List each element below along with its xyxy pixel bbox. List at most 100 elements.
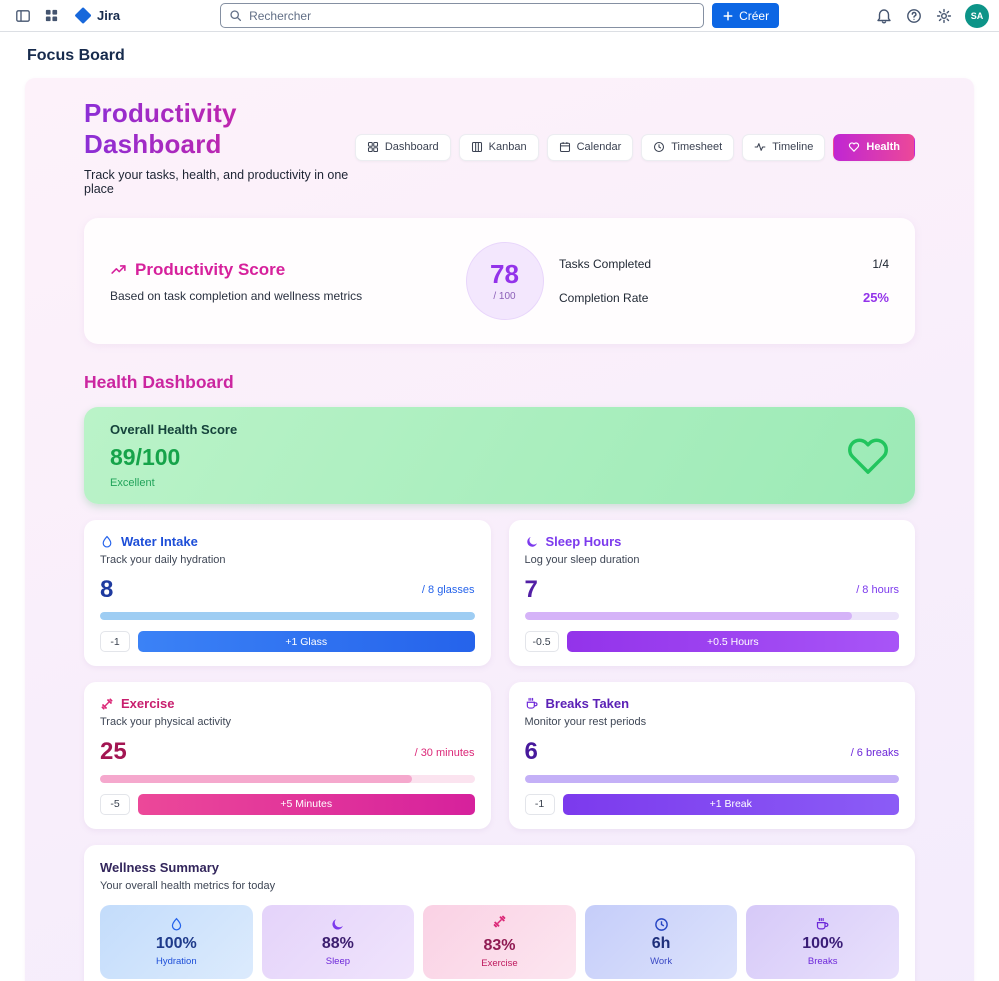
exercise-decrement-button[interactable]: -5 — [100, 793, 130, 815]
metric-target: / 8 glasses — [421, 584, 475, 597]
coffee-icon — [817, 917, 829, 930]
sidebar-toggle-icon — [16, 9, 30, 22]
score-title: Productivity Score — [135, 259, 286, 279]
grid-icon — [367, 141, 378, 153]
tile-exercise: 83% Exercise — [423, 904, 576, 979]
plus-icon — [723, 11, 733, 20]
health-section-title: Health Dashboard — [84, 372, 234, 392]
tab-kanban[interactable]: Kanban — [458, 133, 539, 161]
breaks-decrement-button[interactable]: -1 — [524, 793, 555, 815]
avatar-initials: SA — [970, 10, 984, 21]
notifications-button[interactable] — [871, 3, 897, 29]
tile-label: Work — [650, 955, 673, 967]
score-circle: 78 / 100 — [465, 242, 544, 320]
tile-value: 88% — [321, 934, 354, 952]
app-switcher-button[interactable] — [38, 3, 64, 29]
page-title: Focus Board — [27, 47, 125, 64]
tab-dashboard[interactable]: Dashboard — [354, 133, 451, 161]
metric-target: / 6 breaks — [850, 746, 899, 759]
settings-button[interactable] — [931, 3, 957, 29]
search-input[interactable] — [220, 3, 705, 28]
breaks-increment-button[interactable]: +1 Break — [562, 793, 899, 815]
metric-title: Water Intake — [121, 534, 198, 549]
breaks-taken-card: Breaks Taken Monitor your rest periods 6… — [508, 682, 915, 829]
create-button-label: Créer — [739, 8, 770, 23]
metric-title: Breaks Taken — [545, 696, 630, 712]
coffee-icon — [526, 697, 537, 709]
dashboard-header: Productivity Dashboard Track your tasks,… — [84, 98, 915, 196]
tile-label: Hydration — [155, 955, 197, 967]
metric-subtitle: Log your sleep duration — [524, 554, 640, 566]
view-tabs: Dashboard Kanban Calendar Timesheet Time… — [354, 133, 915, 161]
sleep-hours-card: Sleep Hours Log your sleep duration 7 / … — [508, 520, 915, 667]
water-decrement-button[interactable]: -1 — [100, 631, 130, 653]
tab-label: Kanban — [488, 141, 527, 153]
tab-label: Health — [866, 141, 900, 153]
heart-icon — [848, 437, 888, 474]
tile-hydration: 100% Hydration — [100, 904, 253, 979]
summary-title: Wellness Summary — [100, 859, 219, 875]
progress-fill — [524, 612, 853, 621]
trending-up-icon — [111, 265, 126, 274]
focus-board-panel: Productivity Dashboard Track your tasks,… — [25, 78, 974, 981]
water-increment-button[interactable]: +1 Glass — [138, 631, 475, 653]
score-value: 78 — [490, 258, 519, 289]
score-stats: Tasks Completed 1/4 Completion Rate 25% — [559, 257, 889, 305]
stat-label: Tasks Completed — [559, 257, 652, 271]
tab-label: Calendar — [576, 141, 622, 153]
metric-subtitle: Track your physical activity — [100, 716, 232, 729]
score-denominator: / 100 — [493, 290, 516, 302]
sidebar-toggle-button[interactable] — [10, 3, 36, 29]
stat-row-tasks: Tasks Completed 1/4 — [559, 257, 889, 271]
progress-fill — [100, 774, 412, 783]
tab-label: Dashboard — [384, 141, 439, 153]
overall-score-value: 89/100 — [110, 444, 181, 470]
stat-value: 25% — [862, 290, 889, 305]
progress-bar — [100, 612, 475, 621]
wellness-summary-card: Wellness Summary Your overall health met… — [84, 844, 915, 981]
kanban-icon — [471, 141, 482, 153]
progress-bar — [524, 612, 899, 621]
app-name: Jira — [97, 8, 121, 23]
water-intake-card: Water Intake Track your daily hydration … — [84, 520, 491, 667]
dashboard-subtitle: Track your tasks, health, and productivi… — [84, 168, 349, 196]
tab-timesheet[interactable]: Timesheet — [641, 133, 735, 161]
bell-icon — [877, 8, 891, 23]
create-button[interactable]: Créer — [712, 3, 780, 28]
tab-calendar[interactable]: Calendar — [546, 133, 634, 161]
health-metrics-grid: Water Intake Track your daily hydration … — [84, 520, 915, 829]
sleep-increment-button[interactable]: +0.5 Hours — [566, 631, 899, 653]
dashboard-heading-block: Productivity Dashboard Track your tasks,… — [84, 98, 355, 196]
overall-score-block: Overall Health Score 89/100 Excellent — [110, 422, 237, 489]
overall-health-score-card: Overall Health Score 89/100 Excellent — [84, 407, 915, 504]
jira-home-link[interactable]: Jira — [66, 7, 128, 24]
metric-value: 25 — [100, 738, 127, 766]
clock-icon — [654, 917, 668, 931]
tile-label: Sleep — [325, 955, 351, 967]
top-navbar: Jira Créer SA — [0, 0, 999, 32]
score-heading-block: Productivity Score Based on task complet… — [110, 260, 450, 303]
moon-icon — [332, 918, 344, 930]
tile-value: 6h — [651, 934, 671, 952]
exercise-card: Exercise Track your physical activity 25… — [84, 682, 491, 829]
summary-subtitle: Your overall health metrics for today — [100, 879, 276, 892]
calendar-icon — [559, 142, 570, 153]
tab-label: Timesheet — [671, 141, 723, 153]
tab-health[interactable]: Health — [833, 133, 915, 161]
gear-icon — [936, 8, 952, 23]
droplet-icon — [102, 535, 112, 548]
search-box — [220, 3, 705, 28]
help-button[interactable] — [901, 3, 927, 29]
tab-timeline[interactable]: Timeline — [742, 133, 826, 161]
tile-work: 6h Work — [584, 904, 738, 979]
user-avatar[interactable]: SA — [965, 3, 989, 28]
dumbbell-icon — [492, 914, 507, 934]
metric-title: Exercise — [121, 696, 175, 712]
moon-icon — [526, 536, 537, 547]
exercise-increment-button[interactable]: +5 Minutes — [138, 793, 475, 815]
sleep-decrement-button[interactable]: -0.5 — [524, 631, 559, 653]
search-icon — [229, 9, 242, 27]
tile-sleep: 88% Sleep — [261, 904, 415, 979]
navbar-actions: SA — [871, 3, 989, 29]
help-icon — [907, 8, 921, 23]
